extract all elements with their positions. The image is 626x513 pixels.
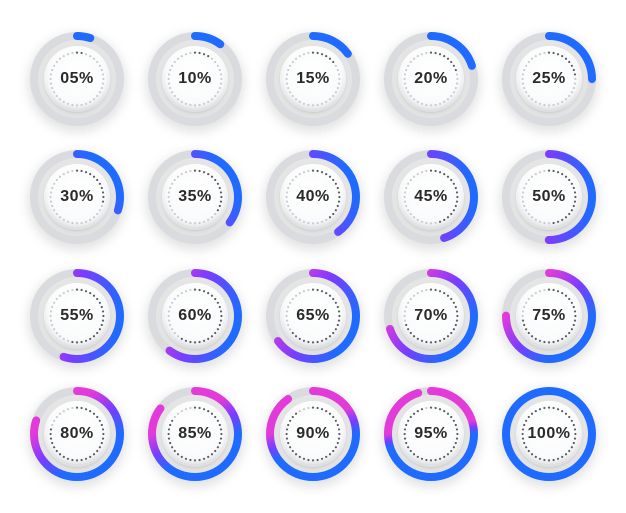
dial-face: 100%: [516, 401, 582, 467]
dial-face: 80%: [44, 401, 110, 467]
dial-face: 30%: [44, 164, 110, 230]
progress-dial: 05%: [28, 30, 126, 128]
dial-face: 15%: [280, 46, 346, 112]
progress-dial: 25%: [500, 30, 598, 128]
dial-face: 90%: [280, 401, 346, 467]
dial-face: 60%: [162, 283, 228, 349]
dial-body: 35%: [148, 150, 242, 244]
dial-face: 50%: [516, 164, 582, 230]
percent-label: 20%: [414, 70, 448, 88]
progress-dial: 80%: [28, 385, 126, 483]
dial-face: 25%: [516, 46, 582, 112]
percent-label: 65%: [296, 307, 330, 325]
dial-face: 35%: [162, 164, 228, 230]
percent-label: 45%: [414, 188, 448, 206]
dial-face: 10%: [162, 46, 228, 112]
progress-dial: 60%: [146, 267, 244, 365]
progress-dial: 85%: [146, 385, 244, 483]
progress-dial: 10%: [146, 30, 244, 128]
dial-body: 50%: [502, 150, 596, 244]
percent-label: 25%: [532, 70, 566, 88]
progress-dial: 15%: [264, 30, 362, 128]
progress-dial: 75%: [500, 267, 598, 365]
percent-label: 40%: [296, 188, 330, 206]
percent-label: 05%: [60, 70, 94, 88]
percent-label: 95%: [414, 425, 448, 443]
dial-body: 95%: [384, 387, 478, 481]
percent-label: 90%: [296, 425, 330, 443]
dial-body: 25%: [502, 32, 596, 126]
dial-body: 55%: [30, 269, 124, 363]
percent-label: 55%: [60, 307, 94, 325]
dial-body: 05%: [30, 32, 124, 126]
dial-body: 65%: [266, 269, 360, 363]
progress-dial: 35%: [146, 148, 244, 246]
progress-dial: 65%: [264, 267, 362, 365]
progress-dial: 100%: [500, 385, 598, 483]
dial-body: 30%: [30, 150, 124, 244]
progress-dial: 50%: [500, 148, 598, 246]
progress-dial: 70%: [382, 267, 480, 365]
dial-face: 20%: [398, 46, 464, 112]
dial-face: 70%: [398, 283, 464, 349]
dial-body: 15%: [266, 32, 360, 126]
dial-face: 95%: [398, 401, 464, 467]
dial-body: 45%: [384, 150, 478, 244]
dial-body: 10%: [148, 32, 242, 126]
progress-dial: 55%: [28, 267, 126, 365]
progress-dial: 45%: [382, 148, 480, 246]
dial-face: 65%: [280, 283, 346, 349]
progress-dial: 90%: [264, 385, 362, 483]
dial-face: 45%: [398, 164, 464, 230]
percent-label: 50%: [532, 188, 566, 206]
percent-label: 60%: [178, 307, 212, 325]
progress-dial: 30%: [28, 148, 126, 246]
progress-dial: 95%: [382, 385, 480, 483]
progress-dial: 20%: [382, 30, 480, 128]
dial-face: 85%: [162, 401, 228, 467]
dial-body: 20%: [384, 32, 478, 126]
progress-dial: 40%: [264, 148, 362, 246]
percent-label: 75%: [532, 307, 566, 325]
dial-face: 55%: [44, 283, 110, 349]
dial-face: 05%: [44, 46, 110, 112]
dial-body: 80%: [30, 387, 124, 481]
percent-label: 10%: [178, 70, 212, 88]
progress-dial-grid: 05% 10% 15% 20% 25% 30% 35% 40% 45% 50% 55% 60% 65% 7…: [0, 0, 626, 513]
dial-face: 40%: [280, 164, 346, 230]
dial-face: 75%: [516, 283, 582, 349]
dial-body: 70%: [384, 269, 478, 363]
dial-body: 100%: [502, 387, 596, 481]
dial-body: 60%: [148, 269, 242, 363]
dial-body: 85%: [148, 387, 242, 481]
percent-label: 30%: [60, 188, 94, 206]
percent-label: 85%: [178, 425, 212, 443]
percent-label: 80%: [60, 425, 94, 443]
percent-label: 70%: [414, 307, 448, 325]
percent-label: 35%: [178, 188, 212, 206]
dial-body: 40%: [266, 150, 360, 244]
percent-label: 15%: [296, 70, 330, 88]
percent-label: 100%: [528, 425, 571, 443]
dial-body: 75%: [502, 269, 596, 363]
dial-body: 90%: [266, 387, 360, 481]
